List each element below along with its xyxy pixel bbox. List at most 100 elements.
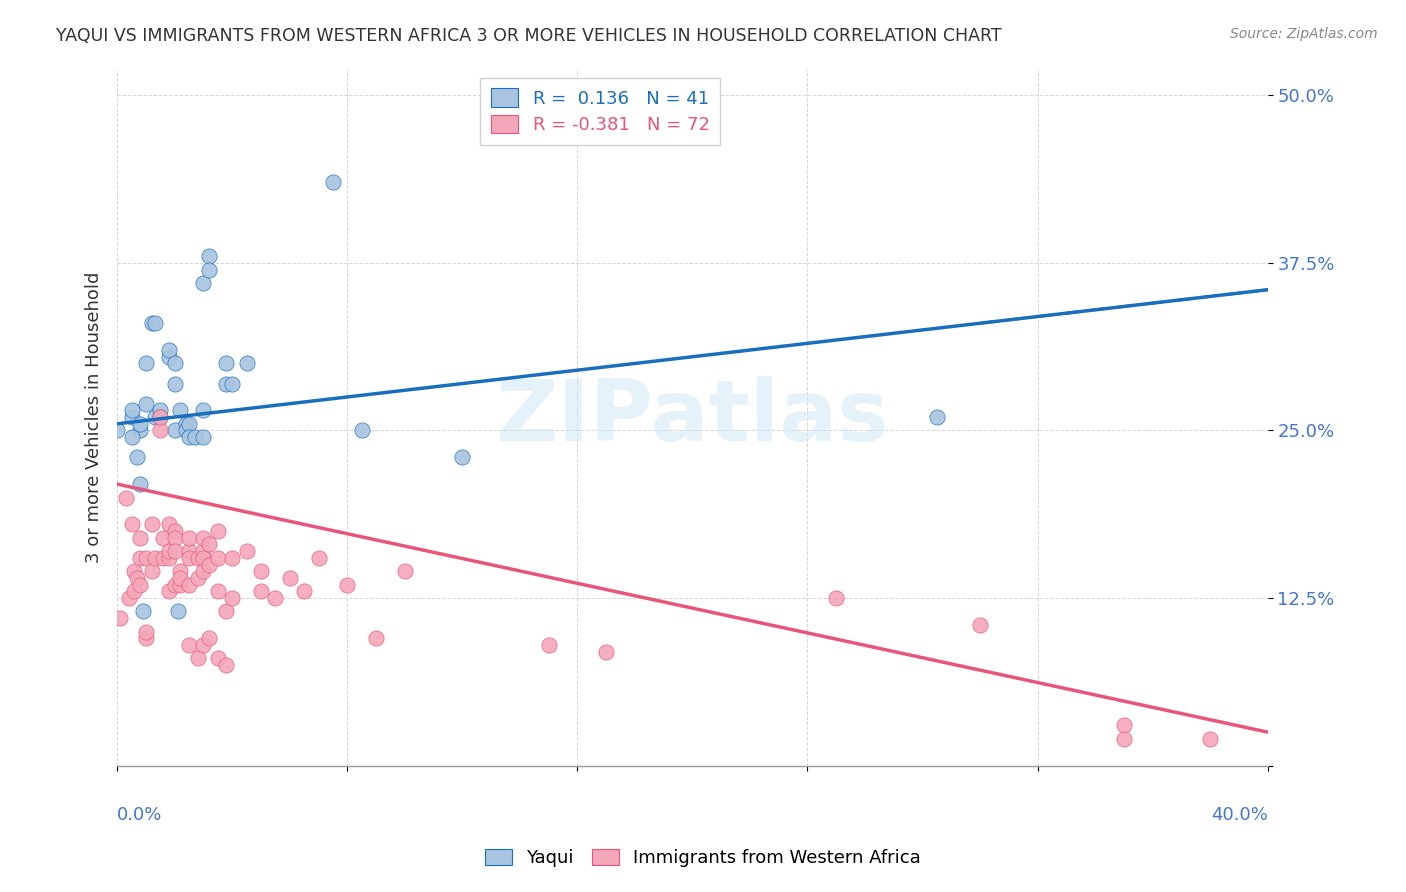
- Point: [135, 397, 157, 411]
- Point: [163, 524, 186, 538]
- Point: [141, 564, 163, 578]
- Point: [264, 591, 287, 605]
- Point: [193, 564, 215, 578]
- Point: [177, 577, 200, 591]
- Point: [825, 591, 848, 605]
- Text: 40.0%: 40.0%: [1211, 806, 1268, 824]
- Point: [198, 249, 221, 263]
- Point: [198, 262, 221, 277]
- Point: [143, 410, 166, 425]
- Point: [121, 403, 143, 417]
- Point: [193, 550, 215, 565]
- Point: [157, 350, 180, 364]
- Point: [193, 638, 215, 652]
- Legend: Yaqui, Immigrants from Western Africa: Yaqui, Immigrants from Western Africa: [478, 841, 928, 874]
- Point: [235, 356, 257, 370]
- Text: ZIPatlas: ZIPatlas: [495, 376, 890, 458]
- Legend: R =  0.136   N = 41, R = -0.381   N = 72: R = 0.136 N = 41, R = -0.381 N = 72: [481, 78, 720, 145]
- Text: Source: ZipAtlas.com: Source: ZipAtlas.com: [1230, 27, 1378, 41]
- Point: [157, 517, 180, 532]
- Point: [114, 491, 136, 505]
- Point: [215, 605, 238, 619]
- Point: [174, 424, 197, 438]
- Point: [108, 611, 131, 625]
- Point: [364, 632, 387, 646]
- Point: [350, 424, 373, 438]
- Point: [198, 537, 221, 551]
- Point: [221, 591, 243, 605]
- Point: [207, 550, 229, 565]
- Text: YAQUI VS IMMIGRANTS FROM WESTERN AFRICA 3 OR MORE VEHICLES IN HOUSEHOLD CORRELAT: YAQUI VS IMMIGRANTS FROM WESTERN AFRICA …: [56, 27, 1002, 45]
- Point: [135, 550, 157, 565]
- Point: [169, 403, 191, 417]
- Point: [278, 571, 301, 585]
- Point: [250, 564, 273, 578]
- Point: [292, 584, 315, 599]
- Point: [163, 544, 186, 558]
- Point: [157, 584, 180, 599]
- Point: [193, 430, 215, 444]
- Point: [157, 544, 180, 558]
- Point: [1112, 731, 1135, 746]
- Point: [215, 376, 238, 391]
- Point: [207, 584, 229, 599]
- Point: [121, 430, 143, 444]
- Point: [169, 571, 191, 585]
- Point: [163, 424, 186, 438]
- Point: [163, 531, 186, 545]
- Point: [187, 651, 209, 665]
- Point: [177, 430, 200, 444]
- Point: [537, 638, 560, 652]
- Point: [207, 651, 229, 665]
- Point: [1112, 718, 1135, 732]
- Point: [124, 584, 146, 599]
- Point: [969, 618, 991, 632]
- Point: [177, 417, 200, 431]
- Point: [143, 316, 166, 330]
- Point: [163, 356, 186, 370]
- Point: [177, 550, 200, 565]
- Point: [184, 430, 207, 444]
- Point: [129, 417, 152, 431]
- Point: [595, 645, 617, 659]
- Point: [163, 577, 186, 591]
- Point: [129, 424, 152, 438]
- Point: [198, 632, 221, 646]
- Point: [215, 356, 238, 370]
- Point: [198, 558, 221, 572]
- Point: [149, 424, 172, 438]
- Point: [169, 564, 191, 578]
- Point: [157, 343, 180, 357]
- Point: [177, 638, 200, 652]
- Text: 0.0%: 0.0%: [117, 806, 163, 824]
- Point: [163, 376, 186, 391]
- Point: [215, 658, 238, 673]
- Point: [221, 550, 243, 565]
- Point: [451, 450, 474, 465]
- Point: [174, 417, 197, 431]
- Point: [193, 531, 215, 545]
- Point: [124, 564, 146, 578]
- Point: [207, 524, 229, 538]
- Point: [118, 591, 141, 605]
- Point: [141, 316, 163, 330]
- Point: [152, 531, 174, 545]
- Point: [149, 403, 172, 417]
- Point: [1199, 731, 1222, 746]
- Point: [129, 531, 152, 545]
- Point: [129, 477, 152, 491]
- Point: [177, 544, 200, 558]
- Point: [308, 550, 330, 565]
- Point: [157, 550, 180, 565]
- Point: [166, 605, 188, 619]
- Point: [135, 624, 157, 639]
- Point: [221, 376, 243, 391]
- Point: [187, 550, 209, 565]
- Point: [336, 577, 359, 591]
- Point: [193, 403, 215, 417]
- Point: [193, 276, 215, 290]
- Point: [152, 550, 174, 565]
- Point: [121, 410, 143, 425]
- Point: [250, 584, 273, 599]
- Point: [193, 544, 215, 558]
